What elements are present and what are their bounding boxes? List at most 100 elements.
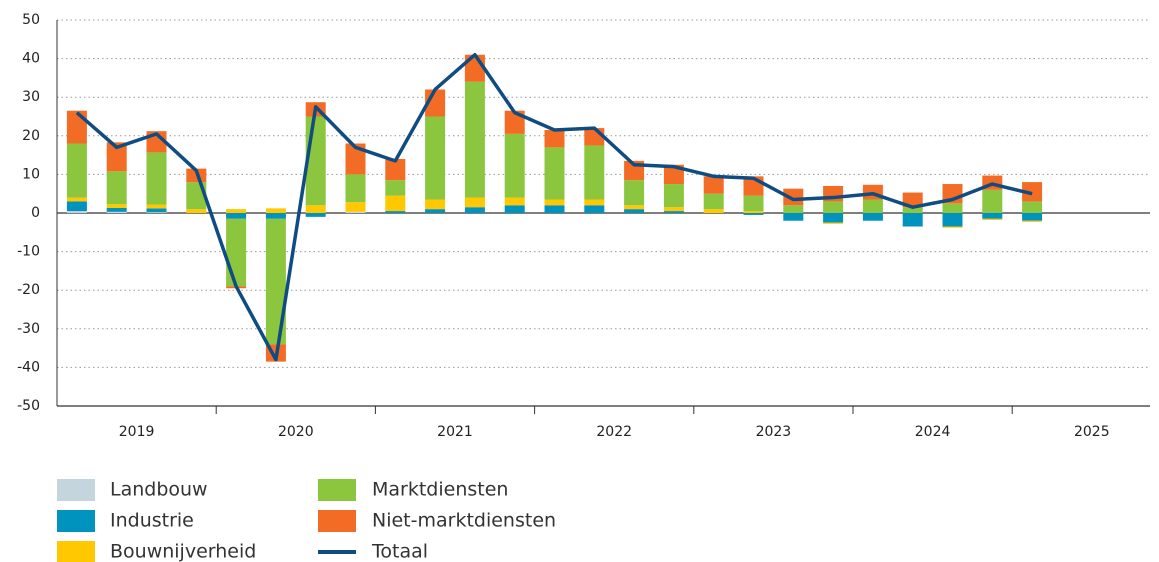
legend-swatch (57, 510, 95, 532)
y-tick-label: -30 (17, 321, 40, 337)
bar-segment (703, 176, 724, 194)
legend-label: Industrie (110, 510, 194, 532)
bar-segment (106, 204, 127, 208)
bar-segment (66, 110, 87, 144)
bar-segment (226, 218, 247, 287)
bar-segment (544, 199, 565, 206)
bar-segment (385, 211, 406, 213)
x-tick-label: 2022 (596, 424, 632, 440)
bar-segment (783, 213, 804, 221)
bar-segment (425, 199, 446, 210)
y-tick-label: 20 (22, 128, 40, 144)
bar-segment (823, 201, 844, 213)
bar-segment (783, 188, 804, 206)
y-tick-label: -50 (17, 398, 40, 414)
legend-swatch (57, 479, 95, 501)
bar-segment (902, 192, 923, 208)
bar-segment (385, 158, 406, 181)
y-tick-label: -40 (17, 359, 40, 375)
bar-segment (106, 142, 127, 172)
bar-segment (1022, 220, 1043, 222)
bar-segment (862, 199, 883, 213)
legend-label: Landbouw (110, 479, 208, 501)
bar-segment (66, 143, 87, 198)
bar-segment (624, 205, 645, 210)
bar-segment (544, 130, 565, 148)
y-tick-label: 10 (22, 166, 40, 182)
bar-segment (146, 208, 167, 213)
bar-segment (902, 207, 923, 213)
bar-segment (703, 193, 724, 210)
bar-segment (663, 211, 684, 213)
bar-segment (265, 213, 286, 219)
legend-swatch (318, 510, 356, 532)
bar-segment (1022, 213, 1043, 221)
bar-segment (584, 205, 605, 213)
bar-segment (942, 203, 963, 213)
bar-segment (66, 201, 87, 212)
bar-segment (743, 213, 764, 215)
bar-segment (743, 195, 764, 212)
y-tick-label: 0 (31, 205, 40, 221)
bar-segment (186, 209, 207, 213)
bar-segment (544, 147, 565, 200)
bar-segment (1022, 201, 1043, 213)
bar-segment (942, 226, 963, 228)
bar-segment (345, 174, 366, 203)
x-tick-label: 2024 (915, 424, 951, 440)
bar-segment (425, 116, 446, 200)
bar-segment (743, 211, 764, 213)
bar-segment (305, 205, 326, 213)
bar-segment (66, 211, 87, 213)
bar-segment (265, 208, 286, 213)
bar-segment (584, 199, 605, 206)
bar-segment (982, 189, 1003, 213)
y-tick-label: 50 (22, 12, 40, 28)
x-tick-label: 2019 (119, 424, 155, 440)
bar-segment (544, 205, 565, 213)
legend-label: Niet-marktdiensten (372, 510, 556, 532)
legend-label: Totaal (371, 541, 428, 562)
bar-segment (982, 218, 1003, 220)
bar-segment (823, 213, 844, 223)
bar-segment (663, 184, 684, 208)
bar-segment (663, 207, 684, 212)
x-tick-label: 2021 (437, 424, 473, 440)
bar-segment (385, 180, 406, 196)
bar-segment (146, 152, 167, 205)
bar-segment (226, 213, 247, 219)
bar-segment (1022, 182, 1043, 202)
bar-segment (862, 213, 883, 221)
x-tick-label: 2023 (756, 424, 792, 440)
bar-segment (584, 145, 605, 200)
bar-segment (425, 209, 446, 213)
bar-segment (66, 197, 87, 202)
bar-segment (464, 207, 485, 213)
x-tick-label: 2020 (278, 424, 314, 440)
bar-segment (982, 213, 1003, 219)
y-tick-label: -10 (17, 244, 40, 260)
bar-segment (345, 202, 366, 212)
bar-segment (464, 197, 485, 208)
bar-segment (942, 213, 963, 227)
bar-segment (146, 212, 167, 213)
bar-segment (703, 209, 724, 213)
bar-segment (385, 195, 406, 212)
bar-segment (146, 204, 167, 209)
y-tick-label: 30 (22, 89, 40, 105)
bar-segment (305, 213, 326, 217)
bar-segment (902, 213, 923, 227)
bar-segment (106, 171, 127, 205)
bar-segment (504, 205, 525, 213)
y-tick-label: 40 (22, 51, 40, 67)
bar-segment (265, 218, 286, 345)
bar-segment (464, 81, 485, 198)
bar-segment (106, 211, 127, 213)
legend-label: Bouwnijverheid (110, 541, 256, 562)
bar-segment (345, 143, 366, 175)
y-tick-label: -20 (17, 282, 40, 298)
line (75, 52, 1033, 362)
bar-segment (624, 180, 645, 206)
bar-segment (504, 197, 525, 206)
